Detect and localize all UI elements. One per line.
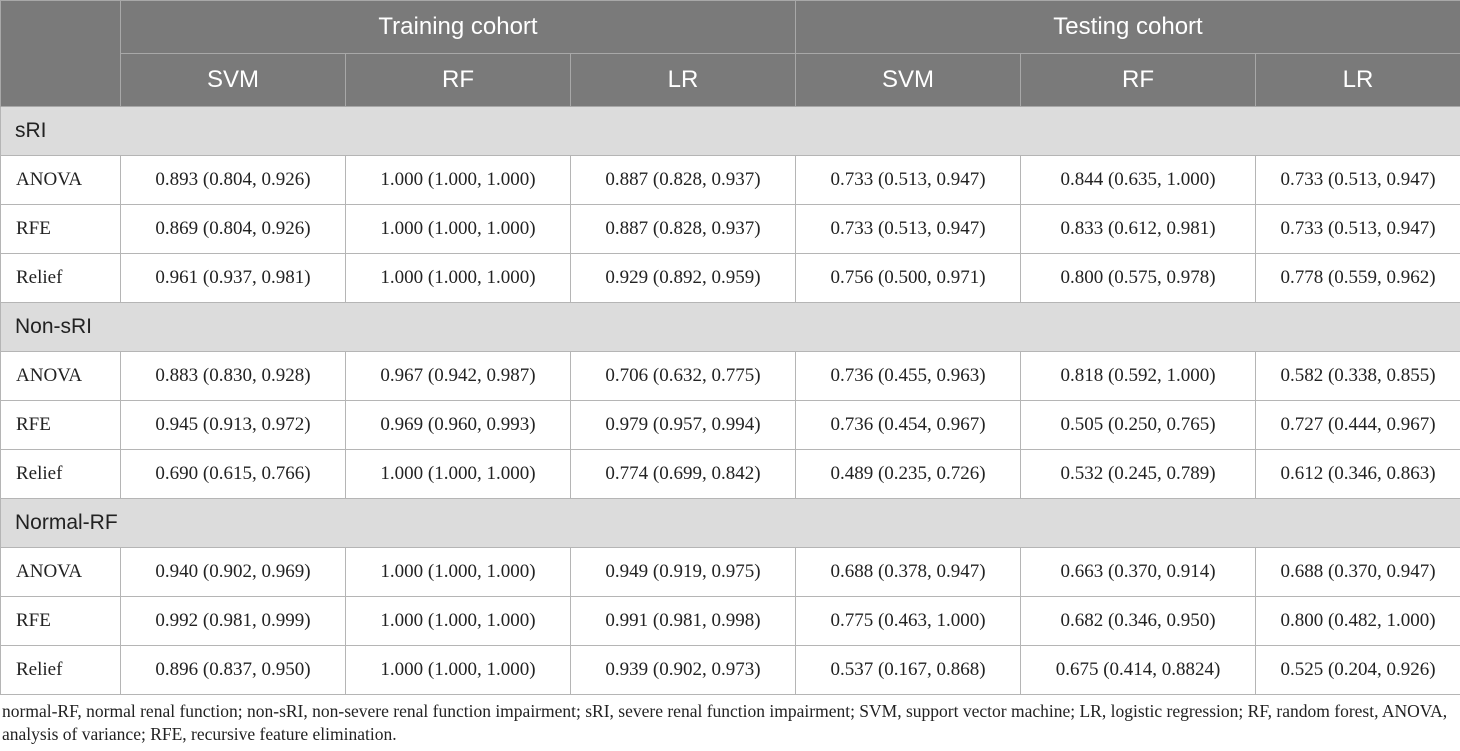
value-cell: 0.887 (0.828, 0.937) [569,204,797,254]
value-cell: 0.833 (0.612, 0.981) [1020,204,1257,254]
results-table: Training cohort Testing cohort SVM RF LR… [0,0,1460,695]
value-cell: 1.000 (1.000, 1.000) [345,253,571,303]
header-testing-lr: LR [1255,53,1460,107]
value-cell: 0.489 (0.235, 0.726) [795,449,1022,499]
group-row-non-sri: Non-sRI [0,302,1460,352]
method-cell: Relief [0,449,121,499]
header-training-cohort: Training cohort [119,0,797,54]
value-cell: 0.940 (0.902, 0.969) [120,547,346,597]
table-row: ANOVA 0.940 (0.902, 0.969) 1.000 (1.000,… [0,547,1460,597]
value-cell: 0.929 (0.892, 0.959) [569,253,797,303]
value-cell: 0.896 (0.837, 0.950) [120,645,346,695]
table-row: Relief 0.690 (0.615, 0.766) 1.000 (1.000… [0,449,1460,499]
value-cell: 0.733 (0.513, 0.947) [1255,204,1460,254]
value-cell: 0.688 (0.378, 0.947) [795,547,1022,597]
value-cell: 0.967 (0.942, 0.987) [345,351,571,401]
method-cell: Relief [0,253,121,303]
method-cell: RFE [0,596,121,646]
header-training-rf: RF [345,53,571,107]
group-label: Normal-RF [0,498,1460,548]
value-cell: 0.532 (0.245, 0.789) [1020,449,1257,499]
value-cell: 0.949 (0.919, 0.975) [569,547,797,597]
value-cell: 0.690 (0.615, 0.766) [120,449,346,499]
group-label: Non-sRI [0,302,1460,352]
value-cell: 0.969 (0.960, 0.993) [345,400,571,450]
value-cell: 0.612 (0.346, 0.863) [1255,449,1460,499]
header-corner-cell [0,0,121,107]
value-cell: 0.706 (0.632, 0.775) [569,351,797,401]
method-cell: ANOVA [0,155,121,205]
method-cell: RFE [0,204,121,254]
value-cell: 0.505 (0.250, 0.765) [1020,400,1257,450]
value-cell: 0.800 (0.482, 1.000) [1255,596,1460,646]
table-footnote: normal-RF, normal renal function; non-sR… [2,701,1448,744]
table-row: RFE 0.992 (0.981, 0.999) 1.000 (1.000, 1… [0,596,1460,646]
table-row: ANOVA 0.893 (0.804, 0.926) 1.000 (1.000,… [0,155,1460,205]
value-cell: 0.991 (0.981, 0.998) [569,596,797,646]
value-cell: 0.688 (0.370, 0.947) [1255,547,1460,597]
header-row-cohorts: Training cohort Testing cohort [0,0,1460,107]
value-cell: 0.887 (0.828, 0.937) [569,155,797,205]
header-testing-svm: SVM [795,53,1022,107]
header-testing-cohort: Testing cohort [795,0,1460,54]
value-cell: 0.733 (0.513, 0.947) [795,155,1022,205]
value-cell: 0.537 (0.167, 0.868) [795,645,1022,695]
value-cell: 1.000 (1.000, 1.000) [345,204,571,254]
value-cell: 1.000 (1.000, 1.000) [345,596,571,646]
table-row: RFE 0.945 (0.913, 0.972) 0.969 (0.960, 0… [0,400,1460,450]
value-cell: 0.979 (0.957, 0.994) [569,400,797,450]
table-row: Relief 0.961 (0.937, 0.981) 1.000 (1.000… [0,253,1460,303]
value-cell: 0.756 (0.500, 0.971) [795,253,1022,303]
value-cell: 0.682 (0.346, 0.950) [1020,596,1257,646]
value-cell: 1.000 (1.000, 1.000) [345,547,571,597]
header-training-svm: SVM [120,53,346,107]
value-cell: 0.844 (0.635, 1.000) [1020,155,1257,205]
value-cell: 0.733 (0.513, 0.947) [795,204,1022,254]
value-cell: 0.727 (0.444, 0.967) [1255,400,1460,450]
method-cell: ANOVA [0,351,121,401]
table-row: RFE 0.869 (0.804, 0.926) 1.000 (1.000, 1… [0,204,1460,254]
value-cell: 1.000 (1.000, 1.000) [345,645,571,695]
group-label: sRI [0,106,1460,156]
header-row-models: SVM RF LR SVM RF LR [1,53,1460,107]
value-cell: 0.736 (0.455, 0.963) [795,351,1022,401]
value-cell: 0.775 (0.463, 1.000) [795,596,1022,646]
value-cell: 0.582 (0.338, 0.855) [1255,351,1460,401]
header-training-lr: LR [569,53,797,107]
value-cell: 0.525 (0.204, 0.926) [1255,645,1460,695]
value-cell: 0.733 (0.513, 0.947) [1255,155,1460,205]
value-cell: 0.778 (0.559, 0.962) [1255,253,1460,303]
value-cell: 0.675 (0.414, 0.8824) [1020,645,1257,695]
value-cell: 0.893 (0.804, 0.926) [120,155,346,205]
table-header: Training cohort Testing cohort SVM RF LR… [0,0,1460,107]
method-cell: RFE [0,400,121,450]
value-cell: 0.939 (0.902, 0.973) [569,645,797,695]
value-cell: 1.000 (1.000, 1.000) [345,155,571,205]
table-body: sRI ANOVA 0.893 (0.804, 0.926) 1.000 (1.… [0,106,1460,695]
group-row-normal-rf: Normal-RF [0,498,1460,548]
value-cell: 0.961 (0.937, 0.981) [120,253,346,303]
group-row-sri: sRI [0,106,1460,156]
value-cell: 0.800 (0.575, 0.978) [1020,253,1257,303]
header-testing-rf: RF [1020,53,1257,107]
value-cell: 0.736 (0.454, 0.967) [795,400,1022,450]
method-cell: Relief [0,645,121,695]
table-row: Relief 0.896 (0.837, 0.950) 1.000 (1.000… [0,645,1460,695]
method-cell: ANOVA [0,547,121,597]
value-cell: 0.774 (0.699, 0.842) [569,449,797,499]
value-cell: 0.883 (0.830, 0.928) [120,351,346,401]
value-cell: 0.869 (0.804, 0.926) [120,204,346,254]
value-cell: 0.818 (0.592, 1.000) [1020,351,1257,401]
value-cell: 1.000 (1.000, 1.000) [345,449,571,499]
value-cell: 0.992 (0.981, 0.999) [120,596,346,646]
value-cell: 0.945 (0.913, 0.972) [120,400,346,450]
value-cell: 0.663 (0.370, 0.914) [1020,547,1257,597]
table-row: ANOVA 0.883 (0.830, 0.928) 0.967 (0.942,… [0,351,1460,401]
